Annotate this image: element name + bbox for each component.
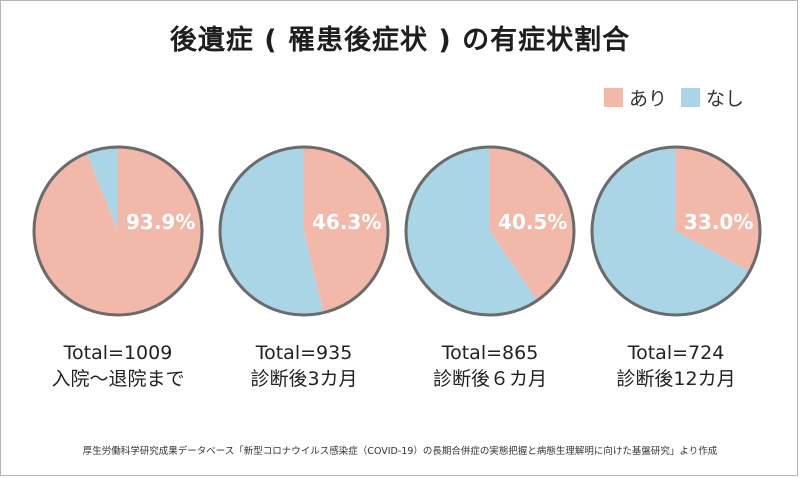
chart-title: 後遺症 ( 罹患後症状 ) の有症状割合 bbox=[169, 25, 631, 56]
legend-label-no: なし bbox=[706, 88, 745, 110]
pie-2-slice-no bbox=[220, 147, 324, 315]
pie-total-4: Total=724 bbox=[627, 342, 725, 364]
pie-total-3: Total=865 bbox=[441, 342, 539, 364]
pie-4-slice-no bbox=[591, 147, 750, 316]
pie-period-1: 入院～退院まで bbox=[51, 368, 185, 390]
legend-swatch-yes bbox=[604, 88, 623, 107]
pie-period-2: 診断後3カ月 bbox=[250, 368, 358, 390]
pie-total-2: Total=935 bbox=[255, 342, 353, 364]
legend-item-no: なし bbox=[681, 84, 744, 111]
pie-4-outline bbox=[590, 145, 762, 317]
pie-caption-2: Total=935 診断後3カ月 bbox=[214, 340, 394, 392]
source-note: 厚生労働科学研究成果データベース「新型コロナウイルス感染症（COVID-19）の… bbox=[82, 446, 718, 457]
pie-period-4: 診断後12カ月 bbox=[616, 368, 736, 390]
pie-2-slice-yes bbox=[304, 147, 389, 313]
pie-caption-4: Total=724 診断後12カ月 bbox=[586, 340, 766, 392]
pie-1-slice-no bbox=[86, 147, 118, 231]
pie-1-slice-yes bbox=[33, 147, 202, 315]
pie-3-slice-yes bbox=[490, 147, 574, 301]
pie-period-3: 診断後６カ月 bbox=[432, 368, 547, 390]
pie-2-outline bbox=[218, 145, 390, 317]
pie-3-slice-no bbox=[406, 147, 538, 315]
pie-4-value-label: 33.0% bbox=[684, 210, 753, 234]
pie-2-value-label: 46.3% bbox=[312, 210, 381, 234]
pie-total-1: Total=1009 bbox=[63, 342, 173, 364]
pie-1-outline bbox=[32, 145, 204, 317]
legend-label-yes: あり bbox=[629, 88, 668, 110]
legend: あり なし bbox=[604, 84, 758, 111]
pie-caption-1: Total=1009 入院～退院まで bbox=[28, 340, 208, 392]
pie-1-value-label: 93.9% bbox=[126, 210, 195, 234]
legend-item-yes: あり bbox=[604, 84, 667, 111]
pie-caption-3: Total=865 診断後６カ月 bbox=[400, 340, 580, 392]
pie-3-outline bbox=[404, 145, 576, 317]
pie-4-slice-yes bbox=[676, 147, 760, 272]
pie-3-value-label: 40.5% bbox=[498, 210, 567, 234]
legend-swatch-no bbox=[681, 88, 701, 107]
